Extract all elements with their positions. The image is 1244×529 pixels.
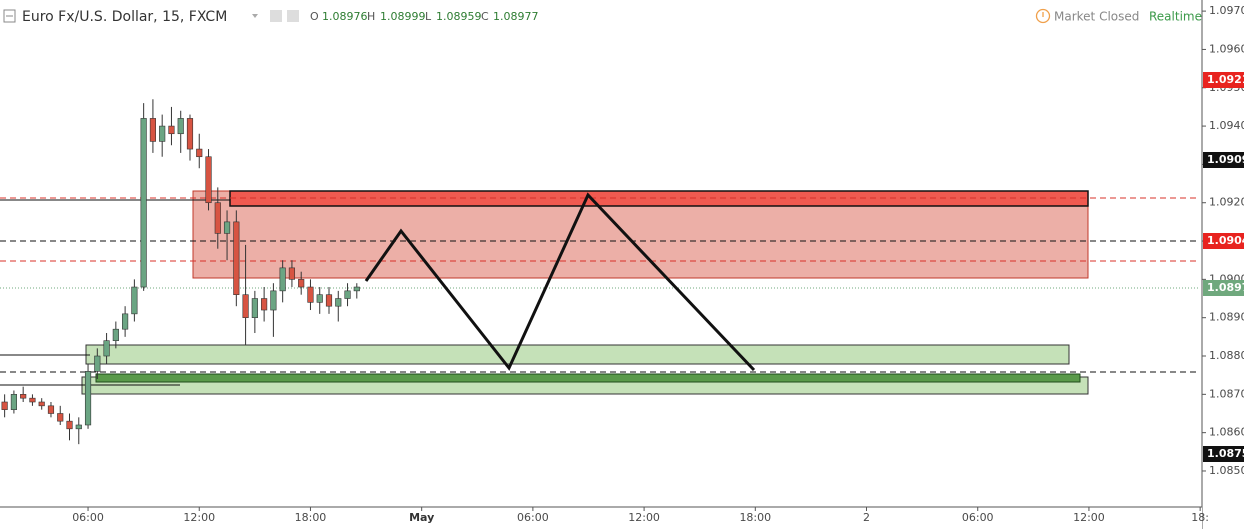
candles [1, 99, 360, 445]
x-tick-label: 18: [1191, 511, 1209, 524]
candle-body [168, 125, 175, 135]
candle-body [57, 413, 64, 422]
candle-body [38, 401, 45, 407]
price-label: 1.0909 [1207, 153, 1244, 166]
demand-zone-band [95, 373, 1081, 383]
price-axis [1202, 0, 1244, 529]
warning-icon [1035, 8, 1051, 24]
candle-body [66, 420, 73, 430]
candle-body [103, 340, 110, 357]
candle-body [242, 294, 249, 318]
ohlc-key: C [481, 10, 489, 23]
candle-body [29, 397, 36, 403]
price-label-box [1203, 446, 1244, 462]
candle-body [288, 267, 296, 280]
price-label: 1.0904 [1207, 234, 1244, 247]
x-tick-label: 12:00 [183, 511, 215, 524]
ohlc-key: O [310, 10, 319, 23]
y-tick-label: 1.0940 [1209, 119, 1244, 132]
candle-body [251, 298, 258, 318]
x-tick-label: 06:00 [517, 511, 549, 524]
candle-body [1, 401, 8, 410]
price-label-box [1203, 233, 1244, 249]
candle-body [112, 328, 119, 341]
candle-body [353, 286, 360, 292]
candle-body [159, 125, 166, 142]
candle-body [233, 221, 240, 295]
y-tick-label: 1.0860 [1209, 426, 1244, 439]
price-label-box [1203, 152, 1244, 168]
feed-status: Realtime [1149, 10, 1202, 24]
ohlc-value: 1.08977 [493, 10, 539, 23]
candle-body [186, 118, 194, 150]
x-tick-label: 06:00 [962, 511, 994, 524]
candle-body [20, 394, 27, 399]
candle-body [335, 298, 342, 307]
candle-body [298, 279, 305, 288]
symbol-title[interactable]: Euro Fx/U.S. Dollar, 15, FXCM [22, 9, 227, 25]
candle-body [122, 313, 129, 330]
ohlc-value: 1.08999 [380, 10, 426, 23]
ohlc-key: H [367, 10, 375, 23]
candle-body [214, 202, 221, 234]
price-label-box [1203, 72, 1244, 88]
candle-body [47, 405, 55, 414]
x-tick-label: 12:00 [1073, 511, 1105, 524]
candle-body [223, 221, 231, 234]
time-axis [0, 507, 1202, 529]
candle-body [270, 290, 277, 311]
y-tick-label: 1.0870 [1209, 387, 1244, 400]
candle-body [325, 294, 333, 307]
projection-path [364, 192, 756, 372]
y-tick-label: 1.0960 [1209, 42, 1244, 55]
price-label-box [1203, 280, 1244, 296]
candle-body [140, 118, 147, 288]
x-tick-label: 12:00 [628, 511, 660, 524]
candle-body [279, 267, 286, 292]
settings-icon[interactable] [287, 10, 299, 22]
candle-body [177, 118, 184, 135]
supply-zone-band [229, 190, 1089, 207]
candle-body [149, 118, 156, 142]
y-tick-label: 1.0890 [1209, 311, 1244, 324]
x-tick-label: 18:00 [739, 511, 771, 524]
candle-body [10, 394, 17, 410]
y-tick-label: 1.0920 [1209, 196, 1244, 209]
y-tick-label: 1.0970 [1209, 4, 1244, 17]
dropdown-caret[interactable] [252, 14, 258, 18]
header: Euro Fx/U.S. Dollar, 15, FXCM O 1.08976 … [3, 8, 1202, 25]
candle-body [344, 290, 351, 299]
collapse-icon[interactable] [3, 9, 16, 23]
ohlc-value: 1.08976 [322, 10, 368, 23]
settings-icon[interactable] [270, 10, 282, 22]
demand-zone [85, 344, 1070, 365]
ohlc-value: 1.08959 [436, 10, 482, 23]
y-tick-label: 1.0850 [1209, 464, 1244, 477]
candle-body [94, 355, 101, 372]
market-status: Market Closed [1054, 10, 1139, 24]
x-tick-label: 18:00 [295, 511, 327, 524]
x-tick-label: 2 [863, 511, 870, 524]
candle-body [307, 286, 314, 303]
x-tick-label: May [409, 511, 434, 524]
candle-body [75, 424, 82, 430]
y-tick-label: 1.0880 [1209, 349, 1244, 362]
candle-body [131, 286, 138, 315]
price-label: 1.0897 [1207, 281, 1244, 294]
drawings [0, 190, 1200, 395]
candle-body [316, 294, 323, 303]
candle-body [261, 298, 268, 311]
price-label: 1.0875 [1207, 447, 1244, 460]
candle-body [196, 148, 203, 158]
x-tick-label: 06:00 [72, 511, 104, 524]
candle-body [84, 371, 92, 426]
ohlc-key: L [425, 10, 432, 23]
candle-body [205, 156, 212, 204]
